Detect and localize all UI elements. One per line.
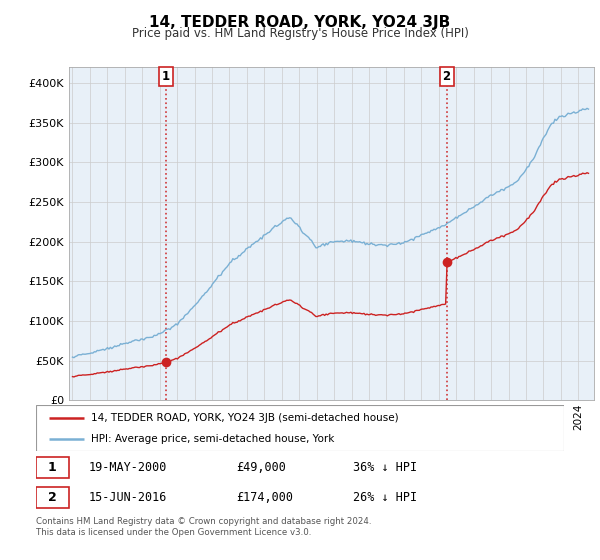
FancyBboxPatch shape [36, 487, 69, 508]
Text: £174,000: £174,000 [236, 491, 293, 505]
Text: 15-JUN-2016: 15-JUN-2016 [89, 491, 167, 505]
FancyBboxPatch shape [36, 405, 564, 451]
Text: 1: 1 [48, 461, 57, 474]
Text: 2: 2 [443, 70, 451, 83]
Text: 14, TEDDER ROAD, YORK, YO24 3JB (semi-detached house): 14, TEDDER ROAD, YORK, YO24 3JB (semi-de… [91, 413, 399, 423]
Text: 1: 1 [162, 70, 170, 83]
Text: 14, TEDDER ROAD, YORK, YO24 3JB: 14, TEDDER ROAD, YORK, YO24 3JB [149, 15, 451, 30]
Text: Price paid vs. HM Land Registry's House Price Index (HPI): Price paid vs. HM Land Registry's House … [131, 27, 469, 40]
Text: HPI: Average price, semi-detached house, York: HPI: Average price, semi-detached house,… [91, 434, 335, 444]
Text: 2: 2 [48, 491, 57, 505]
Text: Contains HM Land Registry data © Crown copyright and database right 2024.
This d: Contains HM Land Registry data © Crown c… [36, 517, 371, 537]
FancyBboxPatch shape [36, 457, 69, 478]
Text: 26% ↓ HPI: 26% ↓ HPI [353, 491, 417, 505]
Text: £49,000: £49,000 [236, 461, 287, 474]
Text: 19-MAY-2000: 19-MAY-2000 [89, 461, 167, 474]
Text: 36% ↓ HPI: 36% ↓ HPI [353, 461, 417, 474]
